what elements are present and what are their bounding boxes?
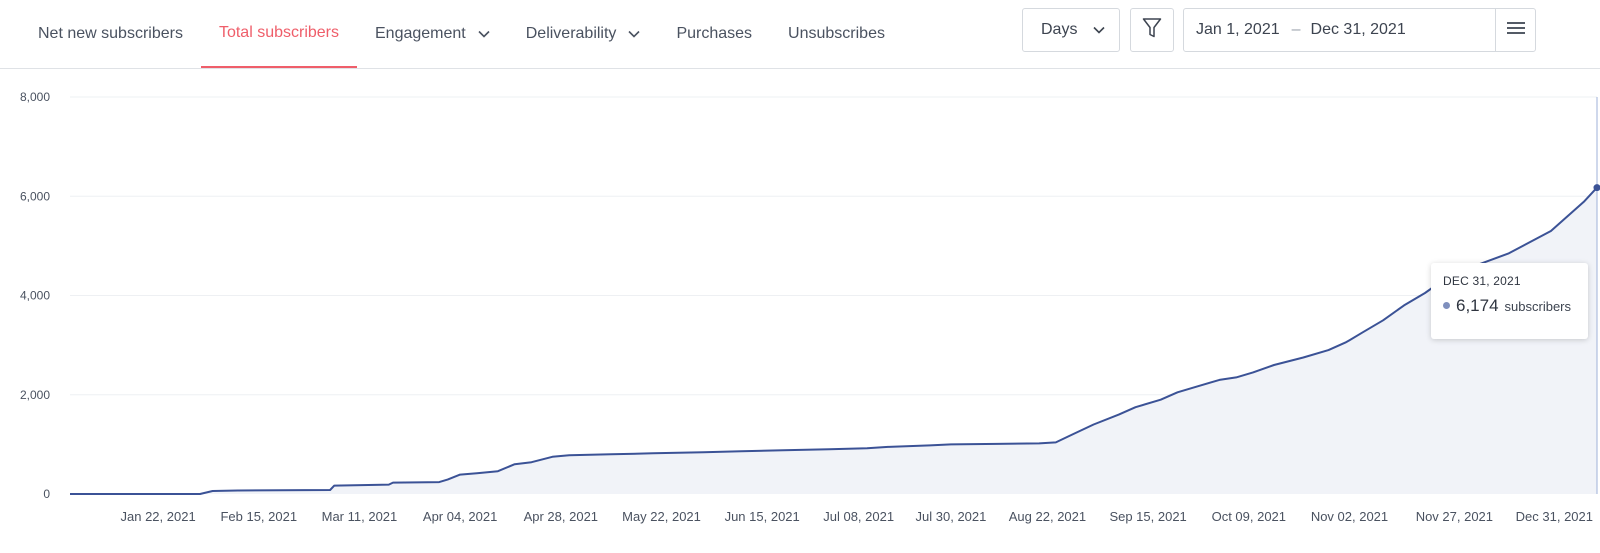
y-tick-label: 6,000 <box>20 189 50 203</box>
date-start-field[interactable]: Jan 1, 2021 <box>1196 21 1280 38</box>
tab-unsubscribes[interactable]: Unsubscribes <box>770 0 903 68</box>
filter-button[interactable] <box>1130 8 1174 52</box>
chevron-down-icon <box>1093 21 1105 39</box>
tab-engagement[interactable]: Engagement <box>357 0 508 68</box>
x-tick-label: Jul 30, 2021 <box>916 509 987 524</box>
x-tick-label: Jul 08, 2021 <box>823 509 894 524</box>
tab-label: Unsubscribes <box>788 25 885 42</box>
series-dot <box>1443 302 1450 309</box>
interval-value: Days <box>1041 21 1078 38</box>
report-toolbar: Net new subscribers Total subscribers En… <box>0 0 1600 69</box>
total-subscribers-chart: 0 2,000 4,000 6,000 8,000 Jan 22, 2021 Feb 15,… <box>0 70 1600 553</box>
date-end-field[interactable]: Dec 31, 2021 <box>1310 21 1406 38</box>
chevron-down-icon <box>478 30 490 38</box>
chevron-down-icon <box>628 30 641 38</box>
chart-canvas: 0 2,000 4,000 6,000 8,000 Jan 22, 2021 Feb 15,… <box>20 90 1600 524</box>
tab-label: Total subscribers <box>218 24 339 41</box>
x-tick-label: Feb 15, 2021 <box>220 509 297 524</box>
x-tick-label: Jan 22, 2021 <box>121 509 196 524</box>
tooltip-unit: subscribers <box>1504 299 1572 314</box>
x-tick-label: May 22, 2021 <box>622 509 701 524</box>
chart-menu-button[interactable] <box>1495 9 1535 51</box>
x-tick-label: Oct 09, 2021 <box>1212 509 1286 524</box>
tab-total-subscribers[interactable]: Total subscribers <box>200 0 357 68</box>
tab-label: Engagement <box>375 25 466 42</box>
filter-icon <box>1142 17 1162 44</box>
series-line <box>70 186 1598 495</box>
tab-label: Purchases <box>676 25 753 42</box>
tooltip-date: DEC 31, 2021 <box>1443 274 1521 288</box>
y-tick-label: 4,000 <box>20 289 50 303</box>
x-tick-label: Nov 27, 2021 <box>1416 509 1493 524</box>
date-separator: – <box>1291 21 1301 38</box>
x-tick-label: Sep 15, 2021 <box>1109 509 1186 524</box>
tab-net-new-subscribers[interactable]: Net new subscribers <box>20 0 201 68</box>
tab-label: Net new subscribers <box>38 25 183 42</box>
tab-deliverability[interactable]: Deliverability <box>508 0 659 68</box>
tab-label: Deliverability <box>525 25 617 42</box>
date-range-picker: Jan 1, 2021 – Dec 31, 2021 <box>1183 8 1536 52</box>
x-tick-label: Dec 31, 2021 <box>1516 509 1593 524</box>
x-tick-label: Mar 11, 2021 <box>322 509 398 524</box>
report-controls: Days Jan 1, 2021 – Dec 31, 2021 <box>1022 8 1536 52</box>
x-tick-label: Apr 04, 2021 <box>423 509 497 524</box>
y-tick-label: 8,000 <box>20 90 50 104</box>
x-tick-label: Apr 28, 2021 <box>524 509 598 524</box>
report-tabs: Net new subscribers Total subscribers En… <box>20 0 903 69</box>
highlight-point <box>1593 184 1600 192</box>
tooltip-row: 6,174 subscribers <box>1443 296 1588 316</box>
x-tick-label: Aug 22, 2021 <box>1009 509 1086 524</box>
tooltip-value: 6,174 <box>1456 296 1499 315</box>
interval-select[interactable]: Days <box>1022 8 1120 52</box>
x-tick-label: Nov 02, 2021 <box>1311 509 1388 524</box>
y-tick-label: 0 <box>43 487 50 501</box>
hamburger-menu-icon <box>1506 21 1525 39</box>
series-area <box>70 187 1597 494</box>
x-tick-label: Jun 15, 2021 <box>725 509 800 524</box>
chart-tooltip: DEC 31, 2021 6,174 subscribers <box>1431 263 1588 339</box>
tab-purchases[interactable]: Purchases <box>658 0 770 68</box>
y-tick-label: 2,000 <box>20 388 50 402</box>
